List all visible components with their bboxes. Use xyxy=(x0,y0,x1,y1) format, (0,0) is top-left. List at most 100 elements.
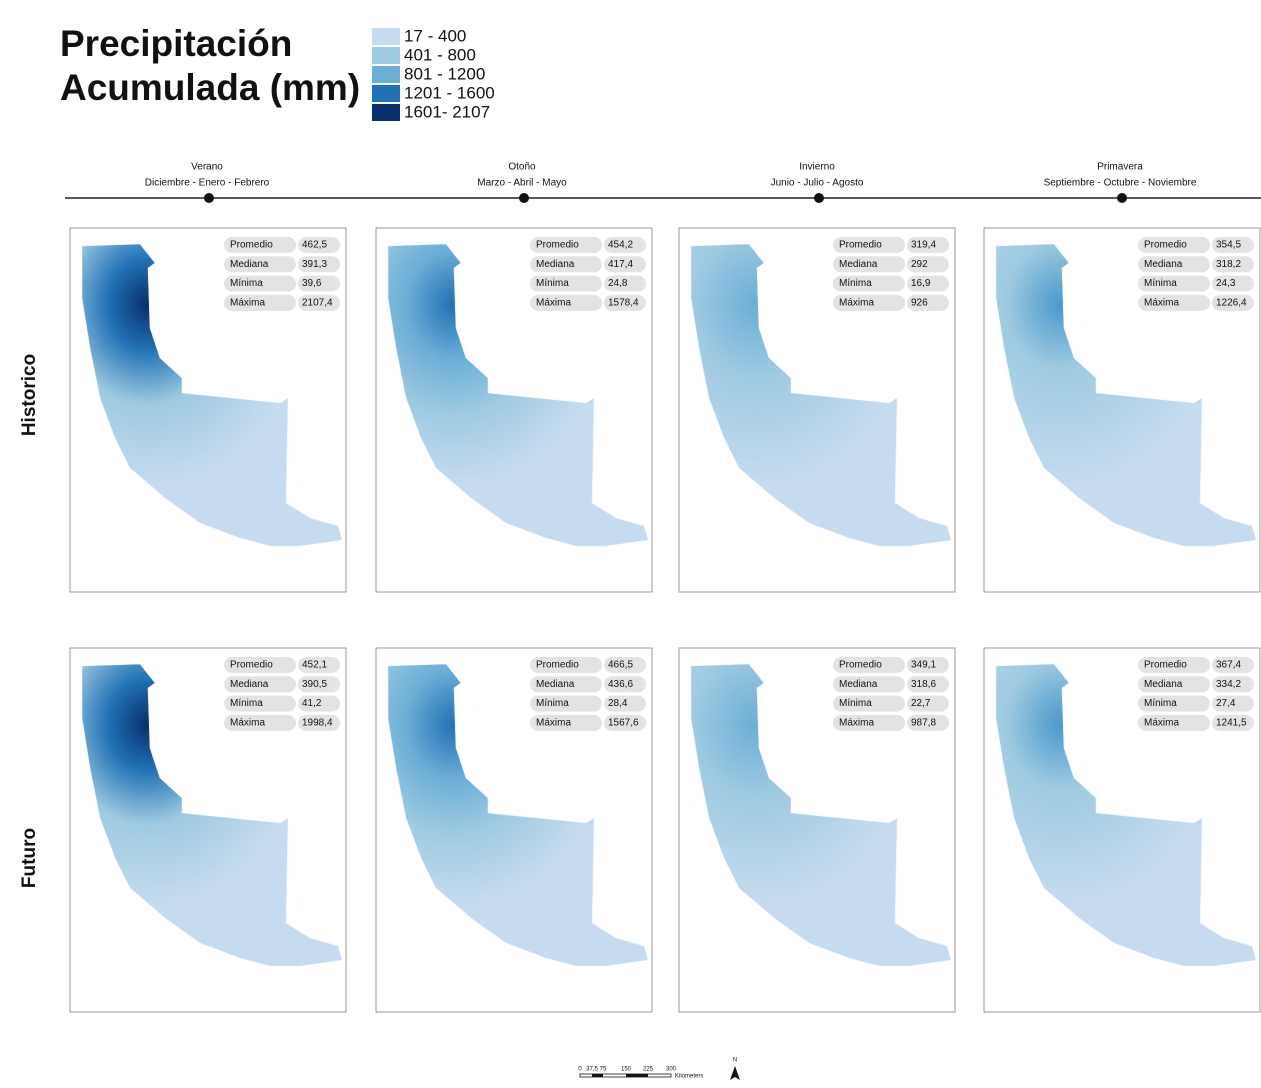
season-months: Junio - Julio - Agosto xyxy=(771,178,864,189)
legend-swatch xyxy=(372,47,400,64)
scale-bar xyxy=(579,1073,672,1078)
stat-label: Máxima xyxy=(536,718,571,729)
season-name: Invierno xyxy=(799,162,835,173)
map-region xyxy=(81,663,343,967)
legend-label: 1601- 2107 xyxy=(404,102,490,121)
stat-label: Mediana xyxy=(839,679,878,690)
title-line: Precipitación xyxy=(60,23,292,64)
timeline-dot xyxy=(204,193,214,203)
stat-label: Máxima xyxy=(230,298,265,309)
stat-value-box xyxy=(298,256,340,273)
stat-label: Máxima xyxy=(230,718,265,729)
stat-value-box xyxy=(298,237,340,253)
north-arrow xyxy=(730,1066,740,1080)
stat-value-box xyxy=(604,237,646,253)
stat-label: Mínima xyxy=(536,698,569,709)
stat-value: 926 xyxy=(911,298,928,309)
season-name: Verano xyxy=(191,162,223,173)
stat-value: 16,9 xyxy=(911,278,931,289)
stat-label-box xyxy=(530,695,602,712)
stat-value-box xyxy=(1212,695,1254,712)
stat-value: 417,4 xyxy=(608,259,633,270)
stat-value-box xyxy=(298,294,340,311)
map-region xyxy=(995,243,1257,547)
stat-value: 367,4 xyxy=(1216,660,1241,671)
map-region xyxy=(81,243,343,547)
scale-bar xyxy=(592,1074,603,1077)
stat-value: 22,7 xyxy=(911,698,931,709)
stat-value: 24,8 xyxy=(608,278,628,289)
stat-label-box xyxy=(224,237,296,253)
legend-label: 1201 - 1600 xyxy=(404,83,495,102)
stat-value: 462,5 xyxy=(302,240,327,251)
map-region xyxy=(387,243,649,547)
stat-value: 2107,4 xyxy=(302,298,333,309)
stat-label: Mediana xyxy=(1144,259,1183,270)
stat-label: Máxima xyxy=(536,298,571,309)
legend-label: 801 - 1200 xyxy=(404,64,485,83)
stat-label-box xyxy=(1138,695,1210,712)
stat-value-box xyxy=(907,275,949,292)
stat-label: Promedio xyxy=(839,660,882,671)
stat-value: 39,6 xyxy=(302,278,322,289)
stat-value: 1578,4 xyxy=(608,298,639,309)
legend-swatch xyxy=(372,85,400,102)
stat-value-box xyxy=(907,237,949,253)
stat-value: 1567,6 xyxy=(608,718,639,729)
season-months: Marzo - Abril - Mayo xyxy=(477,178,567,189)
stat-label: Promedio xyxy=(1144,240,1187,251)
stat-value-box xyxy=(1212,256,1254,273)
stat-value-box xyxy=(1212,676,1254,693)
stat-label-box xyxy=(530,294,602,311)
map-region xyxy=(690,243,952,547)
scale-label: 150 xyxy=(621,1067,632,1073)
row-label: Historico xyxy=(19,354,40,436)
legend-swatch xyxy=(372,28,400,45)
map-region xyxy=(690,663,952,967)
stat-label-box xyxy=(833,275,905,292)
stat-value-box xyxy=(1212,237,1254,253)
stat-value: 436,6 xyxy=(608,679,633,690)
stat-label-box xyxy=(833,676,905,693)
title-line: Acumulada (mm) xyxy=(60,67,360,108)
stat-label-box xyxy=(530,657,602,673)
stat-label: Mínima xyxy=(536,278,569,289)
stat-value: 27,4 xyxy=(1216,698,1236,709)
legend-label: 401 - 800 xyxy=(404,45,476,64)
stat-value-box xyxy=(298,695,340,712)
stat-value: 391,3 xyxy=(302,259,327,270)
legend-swatch xyxy=(372,66,400,83)
season-name: Primavera xyxy=(1097,162,1143,173)
stat-value: 334,2 xyxy=(1216,679,1241,690)
stat-label-box xyxy=(1138,237,1210,253)
scale-unit: Kilometers xyxy=(675,1074,703,1080)
season-months: Diciembre - Enero - Febrero xyxy=(145,178,270,189)
stat-label-box xyxy=(530,275,602,292)
stat-value-box xyxy=(298,275,340,292)
stat-label-box xyxy=(1138,714,1210,731)
stat-value-box xyxy=(298,676,340,693)
stat-value-box xyxy=(1212,657,1254,673)
stat-label-box xyxy=(833,714,905,731)
stat-label-box xyxy=(530,714,602,731)
stat-label-box xyxy=(224,294,296,311)
stat-value: 987,8 xyxy=(911,718,936,729)
stat-label: Mínima xyxy=(230,278,263,289)
stat-label: Máxima xyxy=(839,718,874,729)
season-name: Otoño xyxy=(508,162,536,173)
stat-label: Máxima xyxy=(839,298,874,309)
season-months: Septiembre - Octubre - Noviembre xyxy=(1044,178,1197,189)
stat-label: Mínima xyxy=(1144,698,1177,709)
stat-value: 1998,4 xyxy=(302,718,333,729)
stat-label: Mediana xyxy=(1144,679,1183,690)
stat-value-box xyxy=(604,657,646,673)
stat-value-box xyxy=(604,695,646,712)
stat-value-box xyxy=(907,676,949,693)
timeline-dot xyxy=(519,193,529,203)
stat-value: 318,6 xyxy=(911,679,936,690)
stat-label-box xyxy=(1138,657,1210,673)
row-label: Futuro xyxy=(19,828,40,888)
stat-value-box xyxy=(907,256,949,273)
stat-label: Promedio xyxy=(230,660,273,671)
